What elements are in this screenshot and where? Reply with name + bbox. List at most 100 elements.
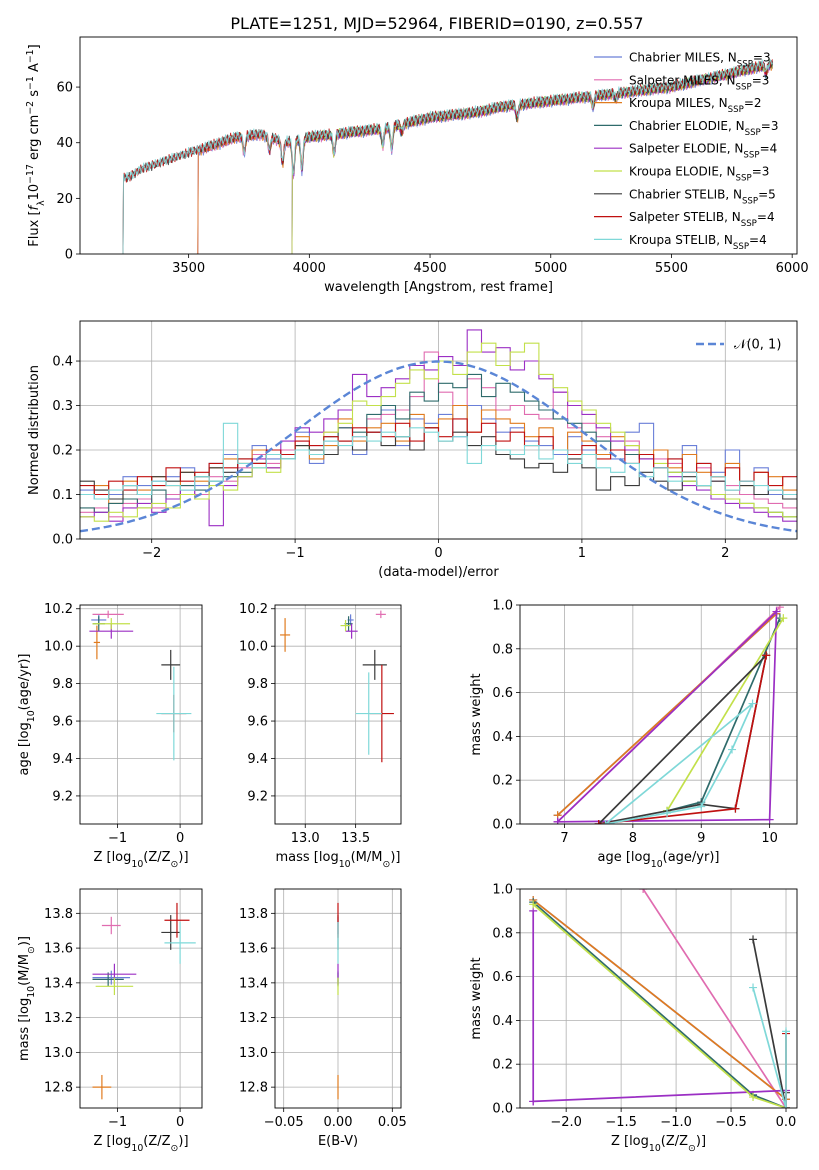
axes-frame bbox=[274, 888, 402, 1109]
panel-z-age: −1 09.29.49.69.810.010.2Z [log10(Z/Z⊙)]ag… bbox=[17, 602, 203, 870]
y-tick-label: 9.6 bbox=[52, 715, 73, 730]
label-part: =5 bbox=[758, 187, 776, 201]
y-tick-label: 0.8 bbox=[492, 926, 513, 941]
weight-marker bbox=[749, 935, 758, 944]
legend-entry-chabrier-miles: Chabrier MILES, NSSP=3 bbox=[629, 51, 771, 70]
weight-line-kroupa-stelib bbox=[604, 702, 754, 824]
label-part: SSP bbox=[728, 105, 744, 115]
y-tick-label: 9.8 bbox=[52, 677, 73, 692]
label-part: ⊙ bbox=[688, 1143, 696, 1154]
panel-z-mass: −1 012.813.013.213.413.613.8Z [log10(Z/Z⊙… bbox=[17, 888, 203, 1154]
weight-marker bbox=[529, 900, 538, 909]
legend-entry-salpeter-stelib: Salpeter STELIB, NSSP=4 bbox=[629, 210, 775, 229]
y-tick-label: 13.0 bbox=[239, 1046, 268, 1061]
axes-frame bbox=[79, 36, 798, 255]
legend-entry-chabrier-stelib: Chabrier STELIB, NSSP=5 bbox=[629, 187, 776, 206]
y-axis-label: mass weight bbox=[469, 673, 484, 755]
label-part: (age/yr)] bbox=[663, 850, 720, 865]
label-part: −17 bbox=[25, 164, 36, 184]
y-tick-label: 9.4 bbox=[52, 752, 73, 767]
spectrum-line-kroupa-stelib bbox=[122, 59, 773, 254]
errorbar-kroupa-elodie bbox=[92, 618, 131, 630]
x-tick-label: 2 bbox=[721, 546, 729, 561]
x-tick-label: 9 bbox=[697, 831, 705, 846]
label-part: SSP bbox=[741, 219, 757, 229]
label-part: Chabrier STELIB, N bbox=[629, 187, 742, 201]
x-tick-label: 3500 bbox=[172, 261, 205, 276]
x-tick-label: −1 bbox=[286, 546, 305, 561]
plot-area bbox=[122, 59, 774, 254]
label-part: ⊙ bbox=[26, 946, 37, 954]
errorbar-salpeter-miles bbox=[92, 610, 124, 619]
y-tick-label: 0.4 bbox=[52, 355, 73, 370]
weight-marker bbox=[782, 1027, 791, 1036]
weight-marker bbox=[728, 745, 737, 754]
legend-entry-salpeter-miles: Salpeter MILES, NSSP=3 bbox=[629, 73, 769, 92]
x-tick-label: 5000 bbox=[534, 261, 567, 276]
y-tick-label: 1.0 bbox=[492, 599, 513, 614]
errorbar-salpeter-miles bbox=[101, 916, 121, 935]
errorbar-kroupa-elodie bbox=[95, 977, 134, 996]
y-axis-label: mass [log10(M/M⊙)] bbox=[17, 936, 37, 1061]
axes-frame bbox=[519, 888, 798, 1109]
label-part: A bbox=[27, 63, 42, 76]
weight-marker bbox=[782, 1104, 791, 1108]
label-part: (Z/Z bbox=[661, 1134, 688, 1149]
x-tick-label: 13.5 bbox=[341, 831, 370, 846]
label-part: s bbox=[27, 90, 42, 101]
y-tick-label: 0.6 bbox=[492, 970, 513, 985]
label-part: (M/M bbox=[351, 850, 383, 865]
plot-area bbox=[92, 902, 196, 1100]
label-part: ⊙ bbox=[171, 1143, 179, 1154]
label-part: Chabrier ELODIE, N bbox=[629, 119, 745, 133]
y-tick-label: 20 bbox=[56, 192, 73, 207]
x-tick-label: −1.5 bbox=[605, 1115, 637, 1130]
y-tick-label: 13.4 bbox=[44, 976, 73, 991]
y-tick-label: 12.8 bbox=[239, 1081, 268, 1096]
y-tick-label: 0 bbox=[65, 248, 73, 263]
label-part: )] bbox=[696, 1134, 706, 1149]
label-part: Kroupa MILES, N bbox=[629, 96, 728, 110]
y-tick-label: 10.0 bbox=[44, 640, 73, 655]
y-tick-label: 0.6 bbox=[492, 686, 513, 701]
label-part: f bbox=[27, 203, 42, 210]
x-axis-label: (data-model)/error bbox=[378, 565, 499, 580]
x-tick-label: −2.0 bbox=[550, 1115, 582, 1130]
x-tick-label: −0.05 bbox=[264, 1115, 304, 1130]
x-tick-label: 0.0 bbox=[776, 1115, 797, 1130]
label-part: Salpeter MILES, N bbox=[629, 73, 736, 87]
panel-mass-age: 13.0 13.5 9.2 9.4 9.6 9.8 10.0 10.2 mass [log10(… bbox=[239, 602, 402, 870]
errorbar-kroupa-miles bbox=[92, 1074, 112, 1100]
label-part: Kroupa STELIB, N bbox=[629, 233, 733, 247]
label-part: Z [log bbox=[611, 1134, 649, 1149]
label-part: Salpeter STELIB, N bbox=[629, 210, 741, 224]
plot-area bbox=[80, 329, 797, 533]
errorbar-salpeter-stelib bbox=[164, 902, 190, 938]
y-tick-label: 10.2 bbox=[239, 602, 268, 617]
errorbar-salpeter-elodie bbox=[345, 623, 358, 639]
label-part: 10 bbox=[26, 710, 37, 722]
errorbar-kroupa-stelib bbox=[355, 672, 382, 755]
y-tick-label: 40 bbox=[56, 136, 73, 151]
y-tick-label: 9.2 bbox=[247, 789, 268, 804]
y-tick-label: 0.2 bbox=[52, 444, 73, 459]
y-tick-label: 0.4 bbox=[492, 730, 513, 745]
axes-frame bbox=[79, 888, 203, 1109]
label-part: (Z/Z bbox=[143, 1134, 170, 1149]
label-part: 10 bbox=[131, 859, 143, 870]
x-tick-label: −1 bbox=[108, 831, 127, 846]
weight-marker bbox=[731, 804, 740, 813]
label-part: SSP bbox=[736, 82, 752, 92]
y-tick-label: 0.4 bbox=[492, 1014, 513, 1029]
errorbar-salpeter-miles bbox=[375, 610, 386, 619]
x-tick-label: 1 bbox=[578, 546, 586, 561]
y-axis-label: Normed distribution bbox=[27, 365, 42, 495]
y-tick-label: 0.3 bbox=[52, 399, 73, 414]
weight-marker bbox=[748, 699, 757, 708]
x-axis-label: age [log10(age/yr)] bbox=[598, 850, 720, 870]
label-part: −2 bbox=[25, 101, 36, 115]
label-part: ] bbox=[27, 44, 42, 49]
label-part: 10 bbox=[651, 859, 663, 870]
